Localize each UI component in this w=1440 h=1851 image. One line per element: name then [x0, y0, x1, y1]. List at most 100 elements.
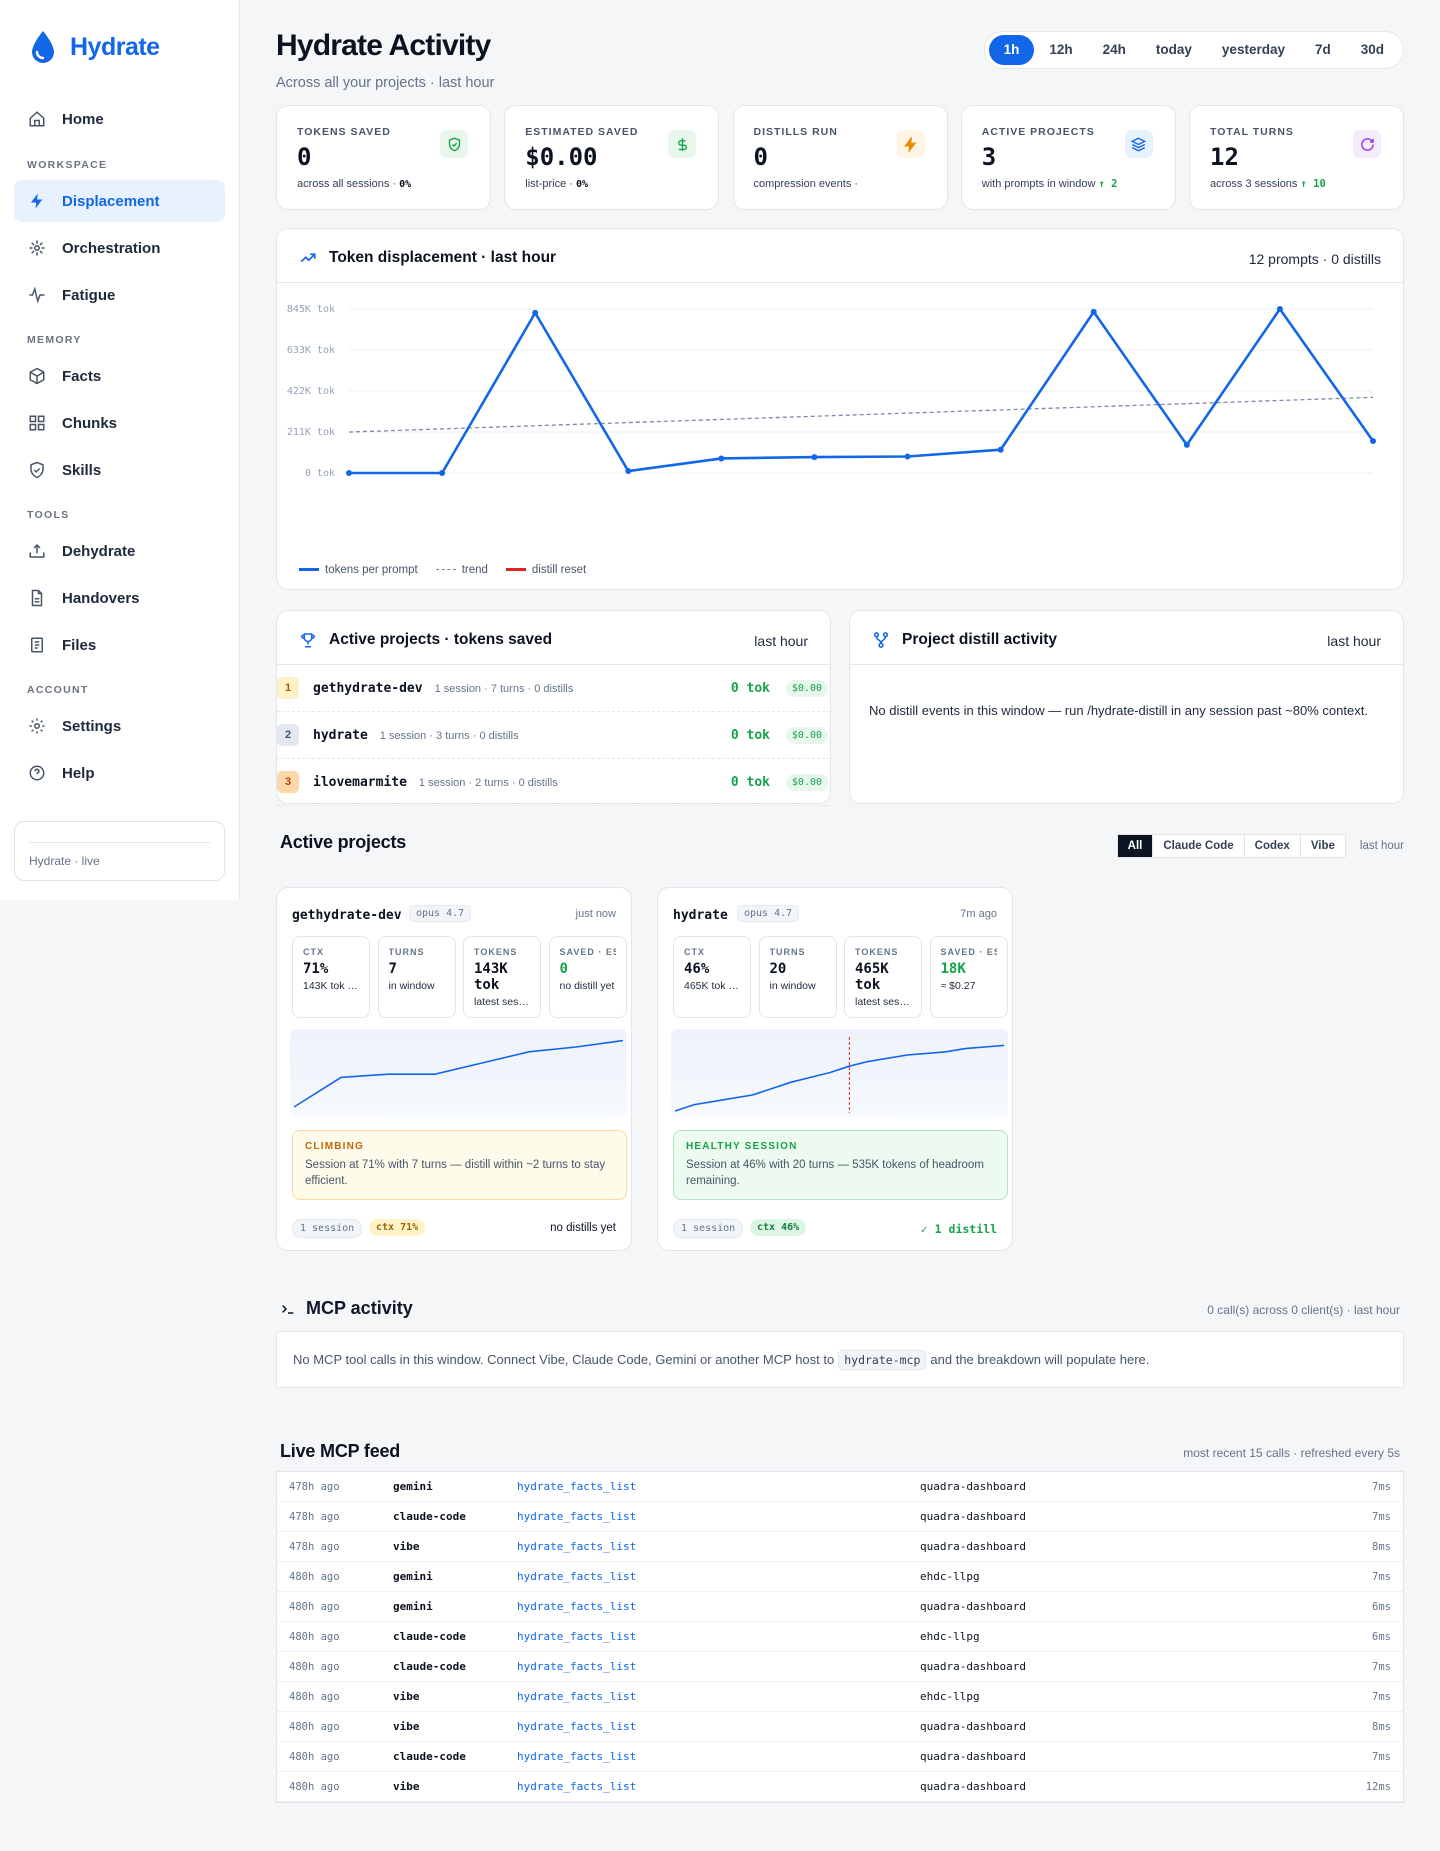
- stat-tile-ctx: CTX 46% 465K tok of 1M: [673, 936, 751, 1018]
- range-option-30d[interactable]: 30d: [1360, 42, 1384, 57]
- card-divider: [277, 282, 1403, 283]
- range-option-7d[interactable]: 7d: [1314, 42, 1331, 57]
- feed-row[interactable]: 478h ago claude-code hydrate_facts_list qua…: [277, 1502, 1403, 1532]
- range-option-12h[interactable]: 12h: [1049, 42, 1073, 57]
- stat-tile-saved: SAVED · EST. 18K ≈ $0.27: [929, 936, 1008, 1018]
- leaderboard-row[interactable]: 2 hydrate 1 session · 3 turns · 0 distills…: [277, 712, 830, 759]
- nav-skills[interactable]: Skills: [14, 449, 225, 491]
- tool-link[interactable]: hydrate_facts_list: [517, 1750, 637, 1763]
- nav-displacement[interactable]: Displacement: [14, 180, 225, 222]
- filter-claude-code[interactable]: Claude Code: [1152, 835, 1243, 857]
- rank-badge: 1: [277, 677, 299, 699]
- stat-label: SAVED · EST.: [940, 947, 997, 957]
- filter-codex[interactable]: Codex: [1243, 835, 1300, 857]
- data-point[interactable]: [1183, 441, 1190, 448]
- client-filter: All Claude Code Codex Vibe last hour: [1116, 834, 1404, 858]
- tool-link[interactable]: hydrate_facts_list: [517, 1480, 637, 1493]
- data-point[interactable]: [346, 470, 352, 476]
- live-feed-title: Live MCP feed: [280, 1441, 401, 1461]
- chart-legend: tokens per prompt trend distill reset: [299, 564, 586, 576]
- stat-subtext: ≈ $0.27: [940, 980, 976, 992]
- stat-subtext: no distill yet: [559, 980, 615, 992]
- data-point[interactable]: [904, 453, 911, 460]
- kpi-subtext-label: across 3 sessions: [1210, 178, 1298, 190]
- data-point[interactable]: [1090, 308, 1097, 315]
- tool-link[interactable]: hydrate_facts_list: [517, 1780, 637, 1793]
- feed-row[interactable]: 480h ago claude-code hydrate_facts_list ehd…: [277, 1622, 1403, 1652]
- tool-link[interactable]: hydrate_facts_list: [517, 1540, 637, 1553]
- feed-row[interactable]: 478h ago gemini hydrate_facts_list quadra-d…: [277, 1472, 1403, 1502]
- data-point[interactable]: [625, 468, 632, 475]
- data-point[interactable]: [439, 470, 446, 476]
- mcp-empty-state: No MCP tool calls in this window. Connec…: [276, 1331, 1404, 1388]
- data-point[interactable]: [811, 454, 818, 461]
- nav-settings[interactable]: Settings: [14, 705, 225, 747]
- call-time: 478h ago: [289, 1540, 340, 1553]
- nav-settings-label: Settings: [62, 717, 122, 735]
- nav-section-account: ACCOUNT: [27, 684, 89, 696]
- stat-tile-turns: TURNS 20 in window: [758, 936, 837, 1018]
- app-logo[interactable]: Hydrate: [30, 30, 160, 64]
- nav-dehydrate[interactable]: Dehydrate: [14, 530, 225, 572]
- kpi-card-tokens-saved: TOKENS SAVED 0 across all sessions · 0%: [276, 105, 491, 210]
- nav-files[interactable]: Files: [14, 624, 225, 666]
- nav-section-memory: MEMORY: [27, 334, 82, 346]
- kpi-subtext: with prompts in window ↑ 2: [982, 178, 1118, 190]
- data-point[interactable]: [532, 309, 539, 316]
- data-point[interactable]: [718, 455, 725, 462]
- tool-link[interactable]: hydrate_facts_list: [517, 1630, 637, 1643]
- feed-row[interactable]: 478h ago vibe hydrate_facts_list quadra-das…: [277, 1532, 1403, 1562]
- pulse-icon: [29, 286, 45, 304]
- filter-vibe[interactable]: Vibe: [1299, 835, 1345, 857]
- nav-fatigue[interactable]: Fatigue: [14, 274, 225, 316]
- kpi-label: TOKENS SAVED: [297, 126, 391, 138]
- data-point[interactable]: [1370, 437, 1376, 444]
- leaderboard-row[interactable]: 1 gethydrate-dev 1 session · 7 turns · 0 d…: [277, 665, 830, 712]
- data-point[interactable]: [1276, 306, 1283, 312]
- feed-row[interactable]: 480h ago claude-code hydrate_facts_list qua…: [277, 1742, 1403, 1772]
- range-option-24h[interactable]: 24h: [1102, 42, 1126, 57]
- sparkline-svg: [290, 1029, 627, 1117]
- feed-row[interactable]: 480h ago claude-code hydrate_facts_list qua…: [277, 1652, 1403, 1682]
- tool-link[interactable]: hydrate_facts_list: [517, 1570, 637, 1583]
- filter-all[interactable]: All: [1117, 835, 1153, 857]
- feed-row[interactable]: 480h ago vibe hydrate_facts_list quadra-das…: [277, 1772, 1403, 1802]
- nav-displacement-label: Displacement: [62, 192, 160, 210]
- feed-row[interactable]: 480h ago vibe hydrate_facts_list quadra-das…: [277, 1712, 1403, 1742]
- leaderboard-row[interactable]: 3 ilovemarmite 1 session · 2 turns · 0 dis…: [277, 759, 830, 806]
- data-point[interactable]: [997, 446, 1004, 453]
- range-option-yesterday[interactable]: yesterday: [1221, 42, 1285, 57]
- shield-check-icon: [30, 461, 44, 479]
- nav-facts[interactable]: Facts: [14, 355, 225, 397]
- nav-help[interactable]: Help: [14, 752, 225, 794]
- call-time: 480h ago: [289, 1600, 340, 1613]
- live-feed-summary: most recent 15 calls · refreshed every 5…: [1183, 1446, 1400, 1460]
- tokens-saved: 0 tok: [730, 774, 770, 790]
- sparkline-svg: [671, 1029, 1008, 1117]
- nav-home[interactable]: Home: [14, 98, 225, 140]
- page-title: Hydrate Activity: [276, 29, 491, 62]
- nav-orchestration[interactable]: Orchestration: [14, 227, 225, 269]
- tool-link[interactable]: hydrate_facts_list: [517, 1510, 637, 1523]
- call-duration: 7ms: [1372, 1480, 1391, 1493]
- tool-link[interactable]: hydrate_facts_list: [517, 1690, 637, 1703]
- mcp-activity-header: MCP activity: [280, 1298, 413, 1319]
- kpi-subtext: across 3 sessions ↑ 10: [1210, 178, 1326, 190]
- nav-chunks[interactable]: Chunks: [14, 402, 225, 444]
- project-card[interactable]: gethydrate-dev opus 4.7 just now CTX 71% 143K…: [276, 887, 632, 1251]
- displacement-summary: 12 prompts · 0 distills: [1248, 251, 1381, 267]
- project-card[interactable]: hydrate opus 4.7 7m ago CTX 46% 465K tok of 1…: [657, 887, 1013, 1251]
- tool-link[interactable]: hydrate_facts_list: [517, 1600, 637, 1613]
- range-option-1h[interactable]: 1h: [988, 35, 1035, 65]
- feed-row[interactable]: 480h ago gemini hydrate_facts_list quadra-d…: [277, 1592, 1403, 1622]
- nav-handovers[interactable]: Handovers: [14, 577, 225, 619]
- stat-subtext: latest session: [474, 996, 530, 1008]
- range-option-today[interactable]: today: [1155, 42, 1192, 57]
- feed-row[interactable]: 480h ago gemini hydrate_facts_list ehdc-llp…: [277, 1562, 1403, 1592]
- tool-link[interactable]: hydrate_facts_list: [517, 1660, 637, 1673]
- tool-link[interactable]: hydrate_facts_list: [517, 1720, 637, 1733]
- client-name: claude-code: [393, 1750, 466, 1763]
- kpi-subtext: list-price · 0%: [525, 178, 588, 190]
- feed-row[interactable]: 480h ago vibe hydrate_facts_list ehdc-llpg 7…: [277, 1682, 1403, 1712]
- mcp-activity-summary: 0 call(s) across 0 client(s) · last hour: [1207, 1303, 1400, 1317]
